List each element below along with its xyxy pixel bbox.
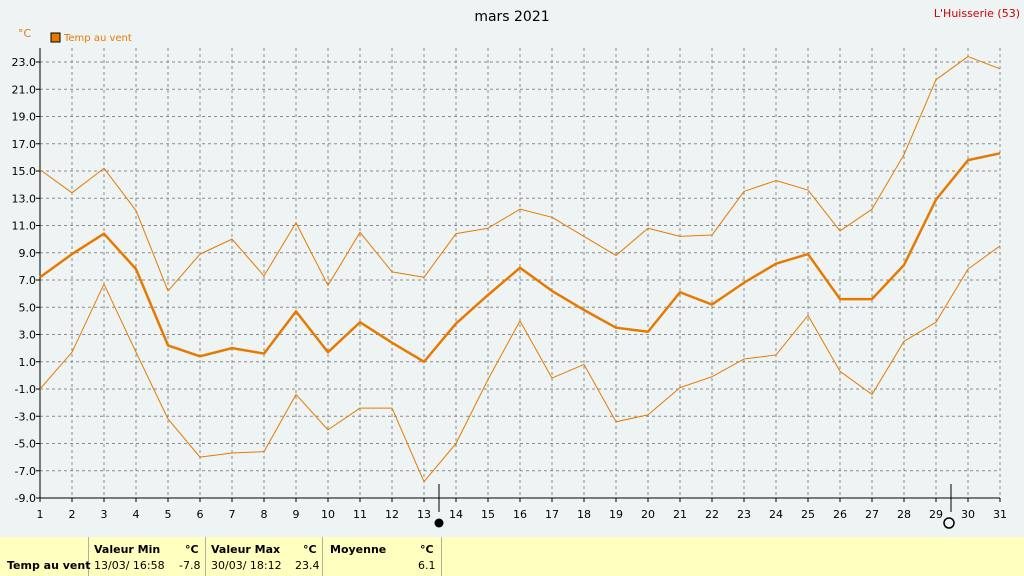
avg-unit: °C	[420, 543, 434, 556]
y-tick-label: 5.0	[19, 301, 37, 314]
stats-max-cell: Valeur Max °C 30/03/ 18:12 23.4	[206, 537, 323, 576]
y-tick-label: 13.0	[12, 192, 37, 205]
y-tick-label: 17.0	[12, 138, 37, 151]
min-unit: °C	[185, 543, 199, 556]
y-tick-label: 15.0	[12, 165, 37, 178]
stats-label-cell: Temp au vent	[0, 537, 91, 576]
x-tick-label: 31	[993, 508, 1007, 521]
x-tick-label: 16	[513, 508, 527, 521]
min-header: Valeur Min	[94, 543, 161, 556]
avg-value: 6.1	[418, 559, 436, 572]
x-tick-label: 6	[197, 508, 204, 521]
x-tick-label: 10	[321, 508, 335, 521]
x-tick-label: 9	[293, 508, 300, 521]
x-tick-label: 22	[705, 508, 719, 521]
x-tick-label: 4	[133, 508, 140, 521]
station-name: L'Huisserie (53)	[934, 7, 1020, 20]
min-time: 13/03/ 16:58	[94, 559, 165, 572]
y-tick-label: 23.0	[12, 56, 37, 69]
x-tick-label: 17	[545, 508, 559, 521]
full-moon-icon	[943, 517, 955, 529]
new-moon-icon	[434, 518, 444, 528]
max-unit: °C	[303, 543, 317, 556]
y-tick-label: 21.0	[12, 83, 37, 96]
chart-title: mars 2021	[474, 9, 549, 25]
x-tick-label: 12	[385, 508, 399, 521]
series-line-max	[39, 56, 1001, 292]
y-tick-label: -5.0	[15, 438, 36, 451]
max-header: Valeur Max	[211, 543, 281, 556]
x-tick-label: 23	[737, 508, 751, 521]
x-tick-label: 29	[929, 508, 943, 521]
x-axis-ticks: 1 2 3 4 5 6 7 8 9 10 11 12 13 14 15 16 17 18 19 20 21 22 23 24 2…	[37, 498, 1007, 521]
avg-header: Moyenne	[330, 543, 387, 556]
stats-avg-cell: Moyenne °C 6.1	[323, 537, 442, 576]
x-tick-label: 11	[353, 508, 367, 521]
x-tick-label: 14	[449, 508, 463, 521]
x-tick-label: 28	[897, 508, 911, 521]
y-tick-label: -7.0	[15, 465, 36, 478]
x-tick-label: 27	[865, 508, 879, 521]
min-value: -7.8	[179, 559, 201, 572]
temperature-chart: mars 2021 L'Huisserie (53) °C Temp au ve…	[12, 7, 1020, 529]
stats-min-cell: Valeur Min °C 13/03/ 16:58 -7.8	[89, 537, 206, 576]
x-tick-label: 19	[609, 508, 623, 521]
x-tick-label: 24	[769, 508, 783, 521]
y-tick-label: 9.0	[19, 247, 37, 260]
series-line-min	[39, 245, 1001, 483]
y-tick-label: 11.0	[12, 220, 37, 233]
y-tick-label: 3.0	[19, 329, 37, 342]
y-axis-ticks: 23.0 21.0 19.0 17.0 15.0 13.0 11.0 9.0 7.0 5.0 3.0…	[12, 56, 40, 505]
max-time: 30/03/ 18:12	[211, 559, 282, 572]
x-tick-label: 5	[165, 508, 172, 521]
x-tick-label: 8	[261, 508, 268, 521]
x-tick-label: 21	[673, 508, 687, 521]
series-lines	[39, 56, 1001, 483]
y-tick-label: -3.0	[15, 410, 36, 423]
legend-swatch	[50, 32, 61, 43]
stats-panel: Temp au vent Valeur Min °C 13/03/ 16:58 …	[0, 537, 1024, 576]
x-tick-label: 2	[69, 508, 76, 521]
x-tick-label: 13	[417, 508, 431, 521]
x-tick-label: 30	[961, 508, 975, 521]
series-line-mean	[39, 152, 1001, 363]
x-tick-label: 20	[641, 508, 655, 521]
max-value: 23.4	[295, 559, 320, 572]
x-tick-label: 15	[481, 508, 495, 521]
x-tick-label: 26	[833, 508, 847, 521]
moon-markers	[434, 484, 955, 529]
x-tick-label: 3	[101, 508, 108, 521]
stats-row-label: Temp au vent	[7, 559, 91, 572]
legend-label: Temp au vent	[63, 33, 132, 44]
y-tick-label: 1.0	[19, 356, 37, 369]
y-tick-label: 19.0	[12, 111, 37, 124]
grid	[39, 48, 1001, 499]
x-tick-label: 7	[229, 508, 236, 521]
y-tick-label: -9.0	[15, 492, 36, 505]
x-tick-label: 18	[577, 508, 591, 521]
x-tick-label: 1	[37, 508, 44, 521]
y-tick-label: 7.0	[19, 274, 37, 287]
y-unit-label: °C	[18, 27, 32, 40]
y-tick-label: -1.0	[15, 383, 36, 396]
x-tick-label: 25	[801, 508, 815, 521]
